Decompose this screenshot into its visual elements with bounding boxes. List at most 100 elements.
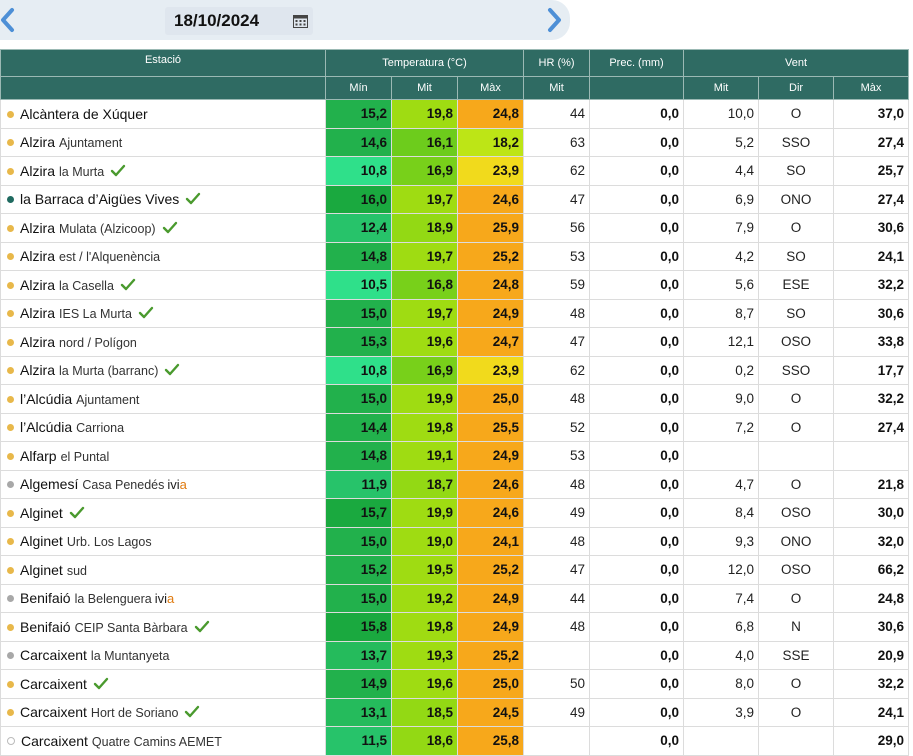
station-cell[interactable]: la Barraca d’Aigües Vives <box>0 184 326 214</box>
station-name[interactable]: Alzira <box>20 219 56 236</box>
table-row[interactable]: l’Alcúdia Ajuntament 15,0 19,9 25,0 48 0,0 9,0 O… <box>0 384 910 414</box>
header-station[interactable]: Estació <box>0 49 326 77</box>
station-cell[interactable]: Carcaixent <box>0 669 326 699</box>
station-name[interactable]: Alzira <box>20 276 56 293</box>
table-row[interactable]: Alginet 15,7 19,9 24,6 49 0,0 8,4 OSO 30,0 <box>0 498 910 528</box>
table-row[interactable]: Alzira Mulata (Alzicoop) 12,4 18,9 25,9 56 0,0… <box>0 213 910 243</box>
station-location[interactable]: nord / Polígon <box>59 335 137 350</box>
table-row[interactable]: Alzira est / l'Alquenència 14,8 19,7 25,2 53 0… <box>0 241 910 271</box>
station-cell[interactable]: Alginet Urb. Los Lagos <box>0 526 326 556</box>
station-name[interactable]: Alzira <box>20 333 56 350</box>
table-row[interactable]: Carcaixent Quatre Camins AEMET 11,5 18,6 25,… <box>0 726 910 756</box>
table-row[interactable]: la Barraca d’Aigües Vives 16,0 19,7 24,6 47 0… <box>0 184 910 214</box>
date-picker[interactable]: 18/10/2024 <box>165 7 313 35</box>
header-wind-mit[interactable]: Mit <box>683 76 760 100</box>
table-row[interactable]: Benifaió la Belenguera ivia 15,0 19,2 24,9 44 0… <box>0 583 910 613</box>
header-hr[interactable]: HR (%) <box>523 49 591 77</box>
station-location[interactable]: est / l'Alquenència <box>59 250 161 265</box>
station-location[interactable]: IES La Murta <box>59 307 132 322</box>
header-wind[interactable]: Vent <box>683 49 910 77</box>
station-name[interactable]: l’Alcúdia <box>20 390 73 407</box>
station-cell[interactable]: Carcaixent Quatre Camins AEMET <box>0 726 326 756</box>
table-row[interactable]: Alzira IES La Murta 15,0 19,7 24,9 48 0,0 8,7 SO… <box>0 298 910 328</box>
table-row[interactable]: Benifaió CEIP Santa Bàrbara 15,8 19,8 24,9 48… <box>0 612 910 642</box>
station-name[interactable]: Alginet <box>20 504 63 521</box>
station-cell[interactable]: Alzira IES La Murta <box>0 298 326 328</box>
station-location[interactable]: Ajuntament <box>59 136 123 151</box>
station-cell[interactable]: Carcaixent la Muntanyeta <box>0 640 326 670</box>
station-cell[interactable]: Alzira nord / Polígon <box>0 327 326 357</box>
calendar-icon[interactable] <box>293 14 308 28</box>
station-name[interactable]: Alzira <box>20 248 56 265</box>
table-row[interactable]: Carcaixent la Muntanyeta 13,7 19,3 25,2 0,0 4,… <box>0 640 910 670</box>
station-name[interactable]: l’Alcúdia <box>20 419 73 436</box>
station-cell[interactable]: Alginet sud <box>0 555 326 585</box>
station-name[interactable]: Alcàntera de Xúquer <box>20 105 148 122</box>
table-row[interactable]: Carcaixent Hort de Soriano 13,1 18,5 24,5 49 0… <box>0 697 910 727</box>
chevron-left-icon[interactable] <box>0 6 18 34</box>
table-row[interactable]: Alzira Ajuntament 14,6 16,1 18,2 63 0,0 5,2 SSO 2… <box>0 127 910 157</box>
table-row[interactable]: Algemesí Casa Penedés ivia 11,9 18,7 24,6 48 0,… <box>0 469 910 499</box>
station-name[interactable]: Alginet <box>20 561 63 578</box>
station-cell[interactable]: Alzira la Casella <box>0 270 326 300</box>
chevron-right-icon[interactable] <box>544 6 564 34</box>
table-row[interactable]: Alzira la Casella 10,5 16,8 24,8 59 0,0 5,6 ESE 3… <box>0 270 910 300</box>
station-location[interactable]: la Casella <box>59 278 114 293</box>
station-location[interactable]: la Murta <box>59 164 105 179</box>
station-location[interactable]: Urb. Los Lagos <box>66 535 152 550</box>
station-location[interactable]: el Puntal <box>60 449 110 464</box>
station-cell[interactable]: Alcàntera de Xúquer <box>0 99 326 129</box>
header-wind-dir[interactable]: Dir <box>758 76 835 100</box>
station-cell[interactable]: l’Alcúdia Carriona <box>0 412 326 442</box>
station-name[interactable]: Benifaió <box>20 590 71 607</box>
table-row[interactable]: Alcàntera de Xúquer 15,2 19,8 24,8 44 0,0 10,0… <box>0 99 910 129</box>
header-temp-mit[interactable]: Mit <box>391 76 458 100</box>
station-cell[interactable]: Algemesí Casa Penedés ivia <box>0 469 326 499</box>
station-name[interactable]: Alzira <box>20 134 56 151</box>
station-location[interactable]: Casa Penedés <box>82 478 165 493</box>
station-location[interactable]: Hort de Soriano <box>90 706 179 721</box>
station-name[interactable]: Alzira <box>20 305 56 322</box>
table-row[interactable]: Alzira nord / Polígon 15,3 19,6 24,7 47 0,0 12,… <box>0 327 910 357</box>
station-cell[interactable]: Alzira est / l'Alquenència <box>0 241 326 271</box>
station-name[interactable]: Carcaixent <box>21 732 88 749</box>
station-cell[interactable]: Alzira Mulata (Alzicoop) <box>0 213 326 243</box>
station-cell[interactable]: Carcaixent Hort de Soriano <box>0 697 326 727</box>
station-cell[interactable]: Alfarp el Puntal <box>0 441 326 471</box>
table-row[interactable]: Carcaixent 14,9 19,6 25,0 50 0,0 8,0 O 32,2 <box>0 669 910 699</box>
station-name[interactable]: la Barraca d’Aigües Vives <box>20 191 180 208</box>
table-row[interactable]: Alginet sud 15,2 19,5 25,2 47 0,0 12,0 OSO 66,2 <box>0 555 910 585</box>
station-location[interactable]: sud <box>66 563 87 578</box>
station-name[interactable]: Alfarp <box>20 447 57 464</box>
station-cell[interactable]: Alginet <box>0 498 326 528</box>
station-location[interactable]: la Belenguera <box>74 592 152 607</box>
header-temperature[interactable]: Temperatura (°C) <box>324 49 525 77</box>
station-location[interactable]: la Murta (barranc) <box>59 364 159 379</box>
station-cell[interactable]: Benifaió CEIP Santa Bàrbara <box>0 612 326 642</box>
table-row[interactable]: l’Alcúdia Carriona 14,4 19,8 25,5 52 0,0 7,2 O 27… <box>0 412 910 442</box>
station-name[interactable]: Benifaió <box>20 618 71 635</box>
station-name[interactable]: Alzira <box>20 162 56 179</box>
station-cell[interactable]: Alzira la Murta (barranc) <box>0 355 326 385</box>
station-name[interactable]: Carcaixent <box>20 704 87 721</box>
header-wind-max[interactable]: Màx <box>833 76 910 100</box>
station-cell[interactable]: Alzira Ajuntament <box>0 127 326 157</box>
station-name[interactable]: Alginet <box>20 533 63 550</box>
station-name[interactable]: Algemesí <box>20 476 79 493</box>
date-value[interactable]: 18/10/2024 <box>174 11 260 30</box>
table-row[interactable]: Alginet Urb. Los Lagos 15,0 19,0 24,1 48 0,0 9,… <box>0 526 910 556</box>
station-location[interactable]: Quatre Camins AEMET <box>91 734 222 749</box>
station-location[interactable]: Carriona <box>76 421 125 436</box>
table-row[interactable]: Alzira la Murta 10,8 16,9 23,9 62 0,0 4,4 SO 25,7 <box>0 156 910 186</box>
station-cell[interactable]: Benifaió la Belenguera ivia <box>0 583 326 613</box>
header-hr-mit[interactable]: Mit <box>523 76 591 100</box>
station-location[interactable]: CEIP Santa Bàrbara <box>74 620 188 635</box>
station-location[interactable]: Ajuntament <box>76 392 140 407</box>
station-location[interactable]: Mulata (Alzicoop) <box>59 221 156 236</box>
station-name[interactable]: Carcaixent <box>20 647 87 664</box>
station-location[interactable]: la Muntanyeta <box>90 649 170 664</box>
station-cell[interactable]: Alzira la Murta <box>0 156 326 186</box>
table-row[interactable]: Alzira la Murta (barranc) 10,8 16,9 23,9 62 0,… <box>0 355 910 385</box>
table-row[interactable]: Alfarp el Puntal 14,8 19,1 24,9 53 0,0 <box>0 441 910 471</box>
station-name[interactable]: Carcaixent <box>20 675 87 692</box>
